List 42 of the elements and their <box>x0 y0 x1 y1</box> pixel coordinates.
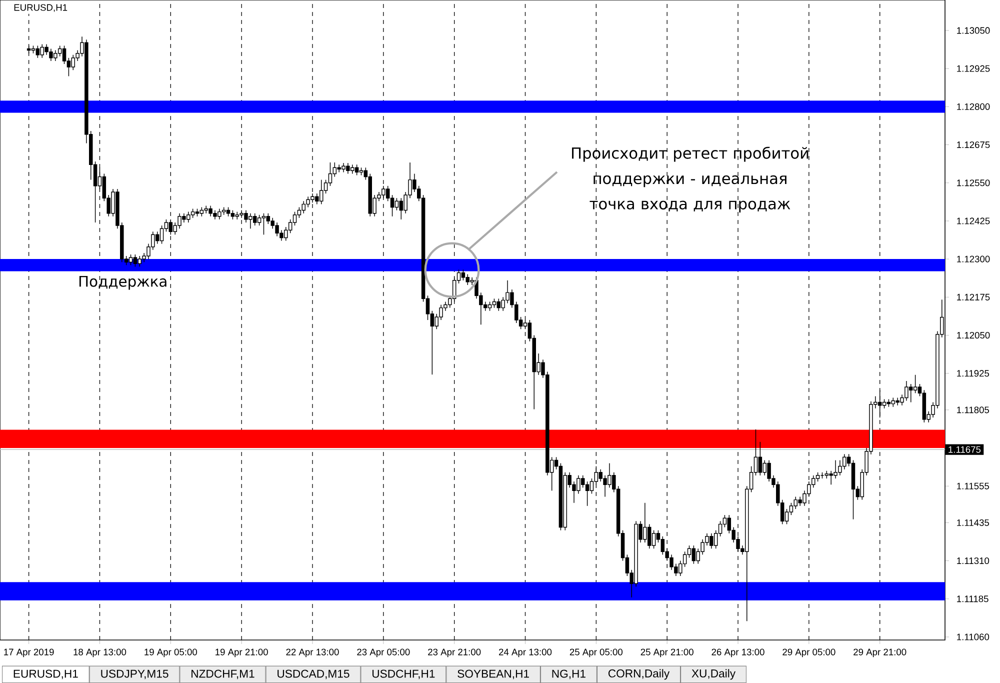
y-tick-label: 1.12050 <box>957 332 990 339</box>
x-tick-label: 19 Apr 21:00 <box>216 648 268 658</box>
text: XU,Daily <box>692 669 736 680</box>
text: NZDCHF,M1 <box>192 670 254 680</box>
x-tick-label: 19 Apr 05:00 <box>144 648 197 658</box>
y-tick-label: 1.12550 <box>957 180 990 186</box>
annotation: Происходит ретест пробитой поддержки - идеальная точка входа для продаж <box>572 146 808 212</box>
x-tick-label: 26 Apr 13:00 <box>712 648 764 658</box>
text: USDJPY,M15 <box>101 670 168 680</box>
x-tick-label: 18 Apr 13:00 <box>74 648 126 658</box>
text: USDCAD,M15 <box>278 670 350 680</box>
y-tick-label: 1.12175 <box>957 294 990 300</box>
x-tick-label: 17 Apr 2019 <box>4 648 54 658</box>
text: CORN,Daily <box>608 669 670 680</box>
y-tick-label: 1.11925 <box>957 370 990 377</box>
x-tick-label: 23 Apr 05:00 <box>357 648 410 658</box>
y-tick-label: 1.11435 <box>957 519 990 526</box>
y-tick-label: 1.12925 <box>957 65 990 72</box>
x-tick-label: 22 Apr 13:00 <box>286 648 339 658</box>
y-tick-label: 1.11310 <box>957 557 990 564</box>
text: EURUSD,H1 <box>14 670 78 680</box>
y-tick-label: 1.12800 <box>957 103 990 110</box>
text: USDCHF,H1 <box>372 670 435 680</box>
x-tick-label: 24 Apr 13:00 <box>498 648 552 658</box>
x-tick-label: 29 Apr 05:00 <box>782 648 836 658</box>
text: SOYBEAN,H1 <box>458 670 529 680</box>
y-tick-label: 1.11555 <box>957 482 990 490</box>
text: NG,H1 <box>552 670 586 680</box>
y-tick-label: 1.11185 <box>957 596 988 602</box>
x-tick-label: 29 Apr 21:00 <box>854 648 906 658</box>
y-tick-label: 1.11060 <box>957 634 990 640</box>
y-tick-label: 1.13050 <box>957 27 990 34</box>
y-tick-label: 1.11805 <box>957 406 990 414</box>
y-tick-label: 1.12300 <box>957 256 990 262</box>
band-label: Поддержка <box>79 276 166 290</box>
x-tick-label: 25 Apr 21:00 <box>640 648 694 658</box>
chart-title: EURUSD,H1 <box>14 4 68 12</box>
ref-line-label: 1.11675 <box>948 446 981 453</box>
x-tick-label: 23 Apr 21:00 <box>428 648 481 658</box>
x-tick-label: 25 Apr 05:00 <box>570 648 623 658</box>
y-tick-label: 1.12425 <box>957 218 990 224</box>
y-tick-label: 1.12675 <box>957 141 990 148</box>
